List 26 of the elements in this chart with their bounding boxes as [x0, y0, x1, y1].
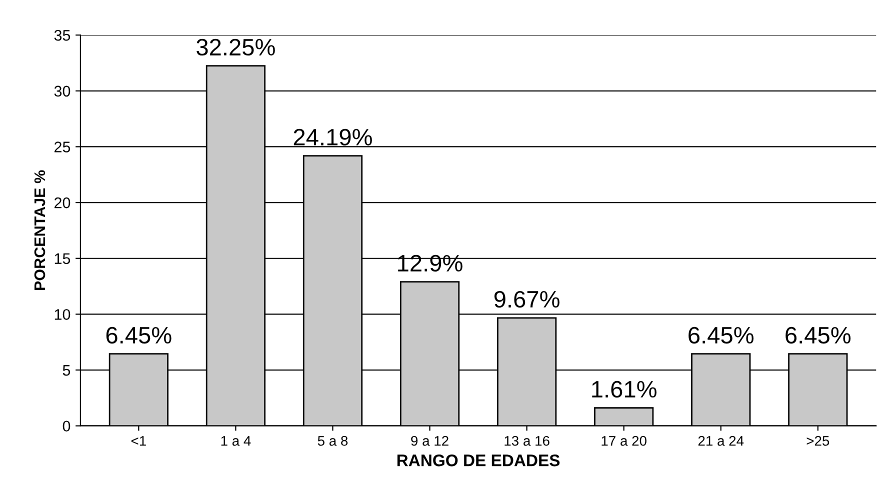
data-label: 12.9% [398, 254, 462, 272]
x-tick-label: 17 a 20 [602, 436, 646, 446]
x-axis-title: RANGO DE EDADES [397, 454, 560, 466]
y-tick-label: 15 [54, 253, 70, 264]
data-label: 6.45% [688, 326, 754, 344]
y-tick-label: 25 [54, 142, 70, 152]
x-tick-label: <1 [131, 436, 146, 446]
data-label: 9.67% [494, 290, 560, 308]
y-axis-title: PORCENTAJE % [34, 170, 46, 290]
x-tick-label: 9 a 12 [411, 436, 448, 446]
x-tick-label: 13 a 16 [504, 436, 550, 446]
data-label: 32.25% [196, 38, 275, 56]
x-tick-label: 21 a 24 [698, 436, 744, 446]
data-label: 1.61% [592, 380, 656, 398]
data-label: 6.45% [106, 326, 172, 344]
data-label: 6.45% [786, 326, 851, 344]
y-tick-label: 10 [54, 309, 70, 320]
x-tick-label: 5 a 8 [318, 436, 348, 446]
x-tick-label: 1 a 4 [221, 436, 251, 446]
y-tick-label: 20 [54, 197, 70, 208]
y-tick-label: 30 [54, 86, 70, 97]
x-tick-label: >25 [806, 436, 830, 446]
data-label: 24.19% [294, 128, 372, 146]
y-tick-label: 35 [54, 30, 70, 41]
y-tick-label: 0 [62, 420, 70, 432]
y-tick-label: 5 [62, 365, 70, 376]
